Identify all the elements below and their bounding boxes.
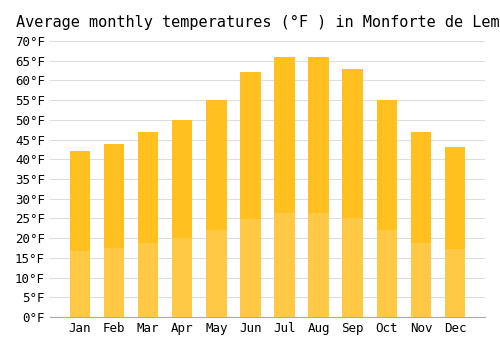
Bar	[274, 57, 294, 317]
Bar	[376, 100, 397, 317]
Bar	[138, 243, 158, 317]
Bar	[70, 251, 90, 317]
Bar	[342, 218, 363, 317]
Bar	[376, 230, 397, 317]
Bar	[70, 152, 90, 317]
Bar	[240, 72, 260, 317]
Bar	[445, 147, 465, 317]
Bar	[104, 144, 124, 317]
Bar	[206, 100, 227, 317]
Bar	[342, 69, 363, 317]
Bar	[240, 72, 260, 317]
Bar	[172, 238, 193, 317]
Bar	[445, 249, 465, 317]
Bar	[410, 132, 431, 317]
Bar	[104, 144, 124, 317]
Bar	[138, 132, 158, 317]
Bar	[410, 132, 431, 317]
Bar	[342, 69, 363, 317]
Bar	[308, 57, 329, 317]
Bar	[376, 100, 397, 317]
Bar	[206, 100, 227, 317]
Title: Average monthly temperatures (°F ) in Monforte de Lemos: Average monthly temperatures (°F ) in Mo…	[16, 15, 500, 30]
Bar	[172, 120, 193, 317]
Bar	[274, 213, 294, 317]
Bar	[104, 248, 124, 317]
Bar	[240, 219, 260, 317]
Bar	[308, 57, 329, 317]
Bar	[138, 132, 158, 317]
Bar	[172, 120, 193, 317]
Bar	[206, 230, 227, 317]
Bar	[274, 57, 294, 317]
Bar	[445, 147, 465, 317]
Bar	[70, 152, 90, 317]
Bar	[308, 213, 329, 317]
Bar	[410, 243, 431, 317]
